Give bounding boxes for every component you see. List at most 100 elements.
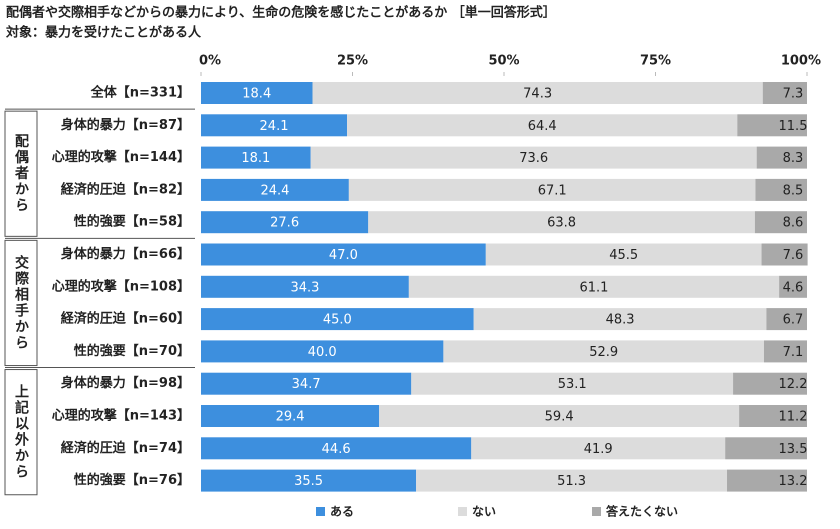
x-tick-label: 0% bbox=[199, 54, 221, 69]
bar-segment bbox=[761, 243, 808, 266]
data-label: 29.4 bbox=[276, 410, 305, 425]
data-label: 34.3 bbox=[290, 280, 319, 295]
category-label: 心理的攻撃【n=108】 bbox=[52, 278, 190, 294]
bar-segment bbox=[201, 146, 311, 169]
data-label: 73.6 bbox=[519, 151, 548, 166]
bar-segment bbox=[727, 469, 807, 492]
data-label: 53.1 bbox=[558, 377, 587, 392]
bar-segment bbox=[201, 469, 417, 492]
data-label: 24.1 bbox=[260, 119, 289, 134]
bar-segment bbox=[312, 82, 763, 104]
bar-segment bbox=[201, 437, 472, 460]
data-label: 40.0 bbox=[308, 345, 337, 360]
legend-label: ない bbox=[472, 505, 496, 519]
data-label: 41.9 bbox=[584, 442, 613, 457]
bar-segment bbox=[408, 275, 780, 298]
data-label: 74.3 bbox=[523, 87, 552, 102]
bar-segment bbox=[763, 340, 807, 363]
data-label: 11.2 bbox=[779, 410, 808, 425]
legend-swatch bbox=[592, 507, 601, 516]
data-label: 24.4 bbox=[260, 183, 289, 198]
category-label: 身体的暴力【n=87】 bbox=[61, 117, 190, 133]
bar-segment bbox=[733, 372, 807, 395]
bar-segment bbox=[201, 275, 409, 298]
category-label: 心理的攻撃【n=143】 bbox=[52, 408, 190, 424]
bar-segment bbox=[416, 469, 728, 492]
data-label: 6.7 bbox=[783, 313, 804, 328]
data-label: 18.4 bbox=[242, 87, 271, 102]
x-tick-label: 50% bbox=[488, 54, 519, 69]
legend-swatch bbox=[316, 507, 325, 516]
data-label: 8.6 bbox=[783, 216, 804, 231]
bar-segment bbox=[739, 405, 807, 427]
data-label: 11.5 bbox=[779, 119, 808, 134]
bar-segment bbox=[201, 114, 348, 137]
group-box bbox=[4, 239, 38, 367]
data-label: 59.4 bbox=[545, 410, 574, 425]
bar-segment bbox=[473, 308, 767, 331]
legend-label: ある bbox=[330, 505, 354, 519]
x-tick-label: 75% bbox=[640, 54, 671, 69]
data-label: 13.2 bbox=[779, 474, 808, 489]
category-label: 性的強要【n=70】 bbox=[74, 343, 190, 359]
group-box bbox=[4, 369, 38, 496]
bar-segment bbox=[411, 372, 734, 395]
chart-title: 配偶者や交際相手などからの暴力により、生命の危険を感じたことがあるか ［単一回答… bbox=[6, 5, 556, 21]
x-tick-label: 100% bbox=[781, 54, 821, 69]
bar-segment bbox=[201, 243, 486, 266]
data-label: 7.1 bbox=[783, 345, 804, 360]
data-label: 63.8 bbox=[547, 216, 576, 231]
x-tick-label: 25% bbox=[337, 54, 368, 69]
data-label: 8.5 bbox=[783, 183, 804, 198]
bar-segment bbox=[755, 178, 807, 201]
category-label: 全体【n=331】 bbox=[90, 85, 190, 101]
bar-segment bbox=[201, 178, 349, 201]
bar-segment bbox=[201, 82, 313, 104]
bar-segment bbox=[201, 340, 444, 363]
data-label: 12.2 bbox=[779, 377, 808, 392]
group-label: 交際相手から bbox=[13, 254, 29, 351]
data-label: 4.6 bbox=[783, 280, 804, 295]
category-label: 経済的圧迫【n=60】 bbox=[61, 311, 190, 327]
bar-segment bbox=[201, 372, 412, 395]
category-label: 経済的圧迫【n=74】 bbox=[61, 440, 190, 456]
bar-segment bbox=[725, 437, 807, 460]
data-label: 7.6 bbox=[783, 248, 804, 263]
data-label: 18.1 bbox=[241, 151, 270, 166]
bar-segment bbox=[779, 275, 807, 298]
data-label: 44.6 bbox=[322, 442, 351, 457]
data-label: 8.3 bbox=[783, 151, 804, 166]
bar-segment bbox=[201, 308, 474, 331]
data-label: 13.5 bbox=[779, 442, 808, 457]
category-label: 身体的暴力【n=66】 bbox=[61, 246, 190, 262]
chart-subtitle: 対象：暴力を受けたことがある人 bbox=[5, 25, 202, 41]
bar-segment bbox=[756, 146, 807, 169]
data-label: 61.1 bbox=[580, 280, 609, 295]
bar-segment bbox=[368, 211, 755, 234]
group-box bbox=[4, 110, 38, 237]
data-label: 27.6 bbox=[270, 216, 299, 231]
data-label: 51.3 bbox=[557, 474, 586, 489]
data-label: 48.3 bbox=[606, 313, 635, 328]
bar-segment bbox=[348, 178, 756, 201]
category-label: 性的強要【n=76】 bbox=[74, 472, 190, 488]
category-label: 性的強要【n=58】 bbox=[74, 214, 190, 230]
data-label: 45.5 bbox=[609, 248, 638, 263]
category-label: 心理的攻撃【n=144】 bbox=[52, 149, 190, 165]
bar-segment bbox=[347, 114, 738, 137]
group-label: 上記以外から bbox=[13, 384, 29, 480]
bar-segment bbox=[471, 437, 726, 460]
bar-segment bbox=[754, 211, 807, 234]
legend-label: 答えたくない bbox=[606, 504, 678, 519]
data-label: 47.0 bbox=[329, 248, 358, 263]
bar-segment bbox=[737, 114, 807, 137]
bar-segment bbox=[310, 146, 757, 169]
bar-segment bbox=[379, 405, 740, 427]
data-label: 7.3 bbox=[783, 87, 804, 102]
bar-segment bbox=[201, 211, 369, 234]
data-label: 35.5 bbox=[294, 474, 323, 489]
data-label: 52.9 bbox=[589, 345, 618, 360]
bar-segment bbox=[485, 243, 762, 266]
data-label: 64.4 bbox=[528, 119, 557, 134]
